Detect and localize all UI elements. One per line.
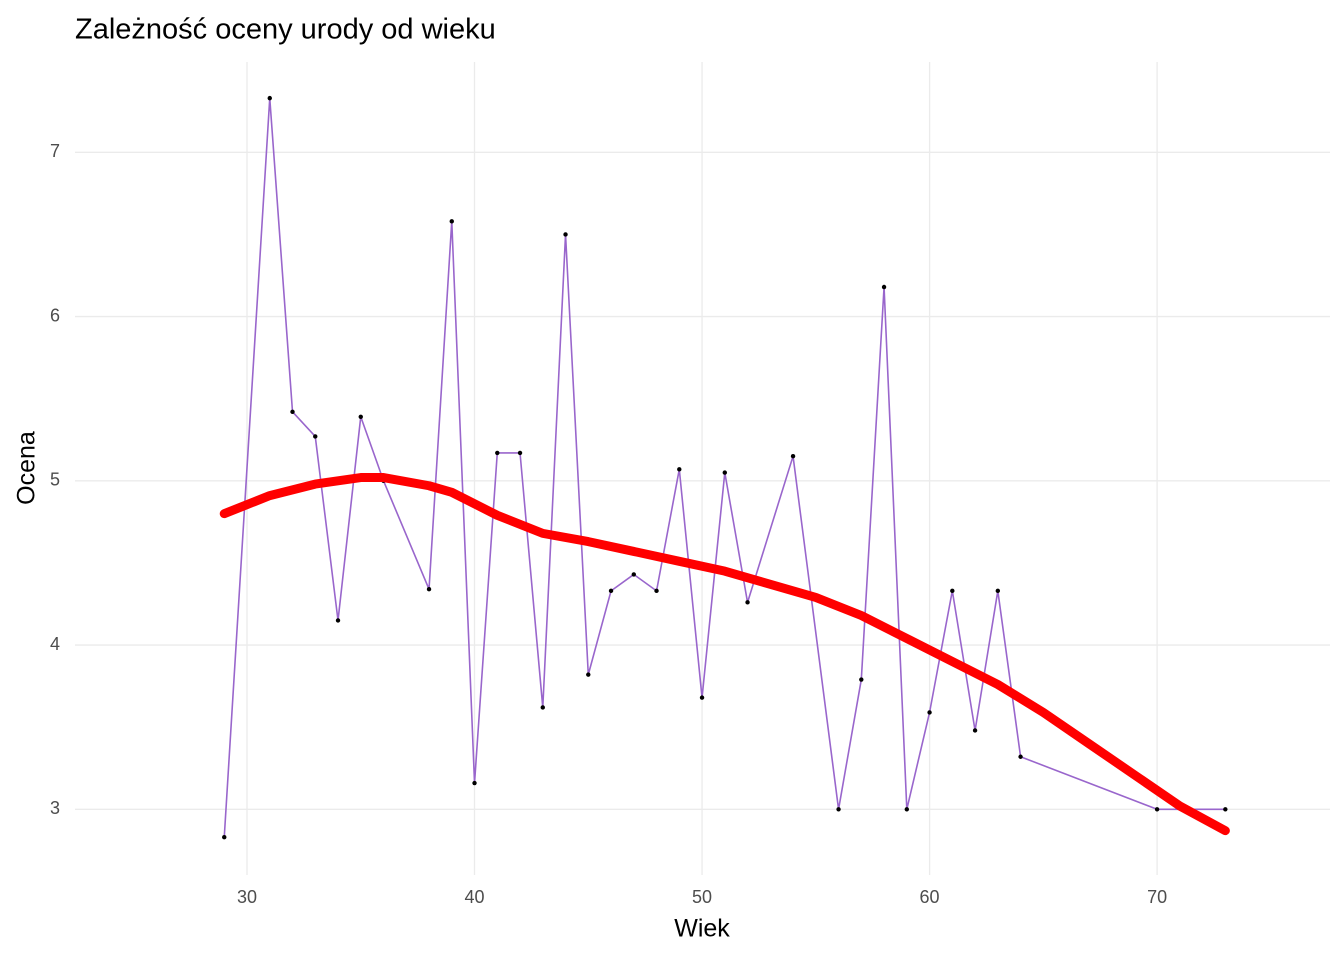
point: [608, 588, 614, 594]
x-tick-label: 70: [1147, 887, 1167, 907]
point: [426, 587, 432, 592]
point: [267, 95, 272, 101]
point: [1154, 807, 1160, 812]
point: [313, 434, 318, 439]
point: [654, 588, 659, 594]
y-tick-label: 4: [50, 634, 60, 654]
point: [449, 219, 454, 224]
point: [631, 572, 636, 577]
point: [495, 450, 500, 456]
point: [358, 414, 363, 419]
y-tick-label: 5: [50, 470, 60, 490]
point: [995, 588, 1001, 594]
point: [836, 807, 841, 812]
y-tick-label: 3: [50, 798, 60, 818]
point: [540, 705, 545, 710]
point: [790, 453, 796, 459]
chart-title: Zależność oceny urody od wieku: [75, 14, 496, 46]
point: [699, 695, 705, 700]
point: [472, 780, 477, 786]
point: [950, 588, 955, 594]
point: [222, 835, 227, 840]
point: [1018, 754, 1023, 759]
point: [745, 600, 750, 605]
y-axis-label: Ocena: [13, 431, 41, 505]
y-tick-label: 6: [50, 305, 60, 325]
line: [219, 473, 1230, 836]
x-tick-label: 30: [237, 887, 257, 907]
point: [881, 284, 887, 290]
point: [904, 807, 910, 812]
point: [1223, 807, 1228, 812]
point: [335, 618, 341, 623]
x-tick-label: 40: [465, 887, 485, 907]
point: [927, 710, 932, 715]
point: [859, 677, 864, 682]
x-tick-label: 50: [692, 887, 712, 907]
point: [290, 409, 295, 415]
point: [972, 728, 978, 733]
point: [586, 672, 591, 677]
line: [223, 97, 1227, 839]
point: [517, 450, 523, 456]
x-axis-label: Wiek: [674, 915, 730, 943]
x-tick-label: 60: [920, 887, 940, 907]
point: [563, 232, 568, 237]
point: [722, 470, 727, 475]
y-tick-label: 7: [50, 141, 60, 161]
point: [677, 467, 682, 472]
